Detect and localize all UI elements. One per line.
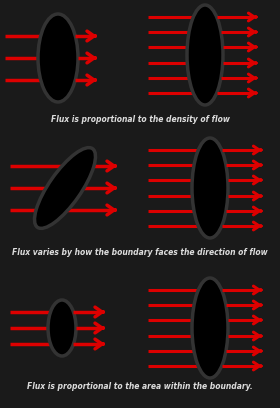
Ellipse shape: [187, 5, 223, 105]
Ellipse shape: [192, 278, 228, 378]
Ellipse shape: [34, 148, 95, 228]
Ellipse shape: [192, 138, 228, 238]
Ellipse shape: [48, 300, 76, 356]
Text: Flux varies by how the boundary faces the direction of flow: Flux varies by how the boundary faces th…: [12, 248, 268, 257]
Text: Flux is proportional to the area within the boundary.: Flux is proportional to the area within …: [27, 382, 253, 391]
Ellipse shape: [38, 14, 78, 102]
Text: Flux is proportional to the density of flow: Flux is proportional to the density of f…: [51, 115, 229, 124]
